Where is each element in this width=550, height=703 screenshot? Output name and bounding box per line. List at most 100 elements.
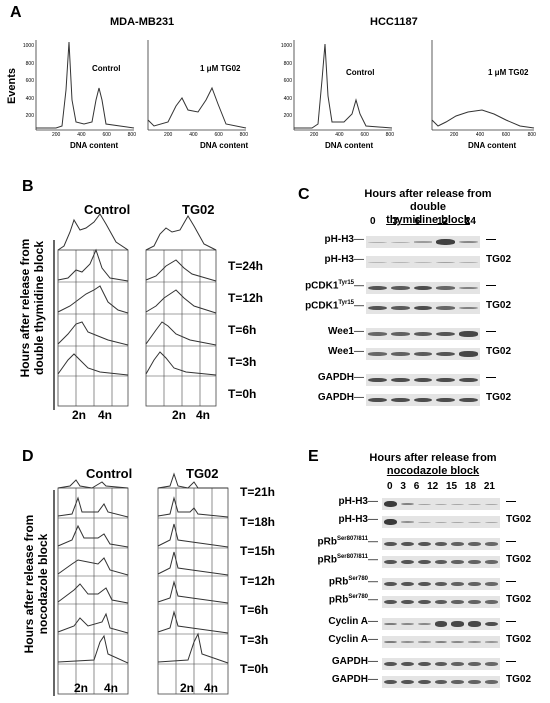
header-line: Hours after release from double [364, 188, 492, 213]
band [468, 641, 482, 643]
protein-name: pH-H3 [324, 254, 354, 265]
band [384, 640, 397, 644]
blot-strip [366, 302, 480, 314]
band [390, 377, 410, 383]
timepoint-label: T=24h [228, 259, 264, 273]
protein-name: pH-H3 [338, 514, 368, 525]
x-ticks: 200 400 600 800 [52, 132, 136, 138]
row-marker: — [368, 514, 378, 525]
condition-label: TG02 [486, 346, 512, 357]
panel-b-letter: B [22, 178, 34, 195]
row-marker: — [354, 254, 364, 265]
condition-label: — [506, 496, 516, 507]
x-tick: 800 [127, 132, 136, 138]
band [368, 241, 387, 243]
band [485, 542, 498, 546]
protein-name: pRb [328, 576, 349, 588]
timepoint-label: T=3h [228, 355, 257, 369]
header-line: thymidine block [386, 214, 470, 226]
histogram-3 [293, 40, 393, 131]
timepoint-label: T=12h [240, 573, 276, 588]
panel-d-histograms [53, 472, 229, 696]
band [390, 352, 410, 356]
row-marker: — [354, 300, 364, 312]
x-tick: 600 [102, 132, 111, 138]
band [485, 621, 498, 627]
blot-strip [382, 618, 500, 630]
x-axis-label: DNA content [325, 141, 374, 150]
band [451, 662, 465, 666]
protein-site: Ser780 [348, 594, 368, 600]
blot-row-label: GAPDH— [288, 372, 364, 383]
band [468, 680, 482, 684]
histogram-label: 1 μM TG02 [488, 68, 529, 77]
band [459, 397, 478, 403]
x-ticks: 200 400 600 800 [450, 132, 536, 138]
band [436, 351, 456, 357]
band [434, 559, 448, 565]
band [436, 377, 456, 383]
x-ticks: 200 400 600 800 [310, 132, 394, 138]
band [451, 680, 465, 684]
timepoint-label: T=3h [240, 632, 269, 647]
band [368, 285, 387, 291]
band [384, 541, 397, 547]
band [413, 241, 433, 243]
protein-name: pRb [328, 594, 349, 606]
protein-site: Ser807/811 [336, 536, 368, 542]
hour-label: 6 [413, 481, 420, 492]
band [400, 641, 414, 643]
band [436, 239, 456, 245]
condition-label: — [486, 326, 496, 337]
cell-line-label: MDA-MB231 [110, 16, 175, 28]
blot-strip [366, 374, 480, 386]
y-tick: 800 [283, 60, 292, 67]
hour-label: 21 [483, 481, 495, 492]
band [368, 397, 387, 403]
condition-label: TG02 [506, 514, 532, 525]
band [459, 261, 478, 263]
blot-row-label: pH-H3— [296, 514, 378, 525]
band [384, 501, 397, 507]
band [417, 521, 431, 523]
band [417, 679, 431, 685]
column-label: Control [86, 466, 133, 481]
blot-row-label: pH-H3— [296, 496, 378, 507]
band [390, 285, 410, 291]
band [368, 352, 387, 356]
cell-line-label: HCC1187 [370, 16, 418, 28]
hour-label: 12 [436, 216, 449, 227]
x-tick: 400 [189, 132, 198, 138]
band [468, 542, 482, 546]
blot-strip [366, 394, 480, 406]
band [451, 503, 465, 505]
blot-strip [382, 538, 500, 550]
blot-row-label: GAPDH— [296, 674, 378, 685]
hour-label: 0 [387, 481, 393, 492]
band [468, 582, 482, 586]
x-tick: 400 [335, 132, 344, 138]
protein-site: Ser780 [348, 576, 368, 582]
timepoint-label: T=21h [240, 485, 276, 499]
panel-b-histograms [53, 213, 217, 410]
band [434, 581, 448, 587]
band [485, 503, 498, 505]
blot-row-label: Cyclin A— [296, 616, 378, 627]
band [413, 305, 433, 311]
x-tick: 200 [52, 132, 61, 138]
protein-name: GAPDH [317, 392, 354, 403]
row-marker: — [368, 536, 378, 548]
panel-e-letter: E [308, 448, 319, 465]
protein-name: pRb [317, 554, 337, 566]
blot-strip [382, 596, 500, 608]
band [451, 600, 465, 604]
blot-row-label: pRbSer807/811— [296, 554, 378, 565]
band [384, 622, 397, 626]
band [485, 600, 498, 604]
y-tick: 400 [25, 95, 34, 102]
band [384, 661, 397, 667]
timepoint-label: T=6h [228, 323, 257, 337]
band [390, 332, 410, 336]
condition-label: — [506, 616, 516, 627]
blot-row-label: GAPDH— [288, 392, 364, 403]
